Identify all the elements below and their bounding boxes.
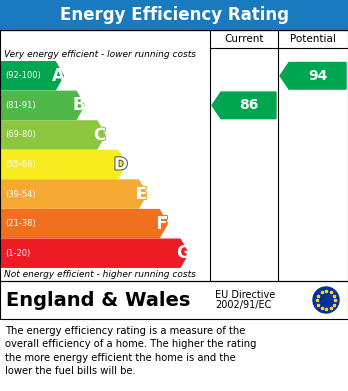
Polygon shape [280, 63, 346, 89]
Bar [0, 0, 348, 30]
Bar [0, 281, 348, 319]
Circle shape [313, 287, 339, 313]
Text: (39-54): (39-54) [5, 190, 35, 199]
Text: Not energy efficient - higher running costs: Not energy efficient - higher running co… [4, 270, 196, 279]
Text: England & Wales: England & Wales [6, 291, 190, 310]
Text: 2002/91/EC: 2002/91/EC [215, 300, 271, 310]
Text: 86: 86 [239, 99, 258, 112]
Polygon shape [1, 239, 188, 267]
Text: EU Directive: EU Directive [215, 290, 275, 300]
Text: Potential: Potential [290, 34, 336, 44]
Text: (1-20): (1-20) [5, 249, 30, 258]
Text: G: G [176, 244, 190, 262]
Text: Very energy efficient - lower running costs: Very energy efficient - lower running co… [4, 50, 196, 59]
Text: D: D [114, 156, 128, 174]
Text: The energy efficiency rating is a measure of the
overall efficiency of a home. T: The energy efficiency rating is a measur… [5, 326, 256, 376]
Text: 94: 94 [308, 69, 327, 83]
Polygon shape [1, 151, 126, 179]
Text: E: E [136, 185, 147, 203]
Text: (21-38): (21-38) [5, 219, 36, 228]
Polygon shape [1, 62, 63, 90]
Text: F: F [157, 215, 168, 233]
Text: Energy Efficiency Rating: Energy Efficiency Rating [60, 6, 288, 24]
Polygon shape [1, 91, 84, 119]
Text: C: C [94, 126, 106, 144]
Text: (55-68): (55-68) [5, 160, 36, 169]
Polygon shape [1, 180, 147, 208]
Text: A: A [52, 67, 65, 85]
Bar [0, 30, 348, 281]
Polygon shape [1, 121, 105, 149]
Text: (69-80): (69-80) [5, 131, 36, 140]
Text: (92-100): (92-100) [5, 71, 41, 80]
Polygon shape [1, 210, 167, 238]
Text: B: B [73, 96, 86, 114]
Polygon shape [212, 92, 276, 118]
Text: (81-91): (81-91) [5, 101, 35, 110]
Text: Current: Current [224, 34, 264, 44]
